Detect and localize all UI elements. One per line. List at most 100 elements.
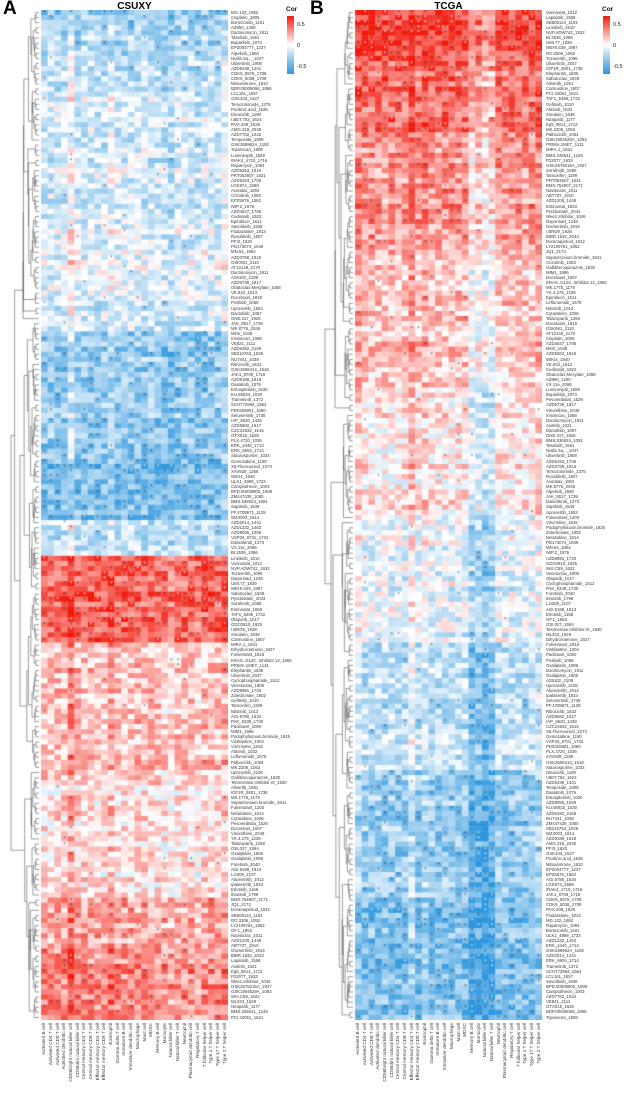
col-label: Regulatory T cell: [194, 1023, 200, 1059]
row-label: Fulvestrant_1200: [231, 805, 265, 811]
row-label: LJI308_2107: [546, 601, 571, 607]
col-label: Natural killer cell: [482, 1023, 488, 1058]
row-label: BIBR.1532_2043: [231, 953, 264, 959]
row-label: Tozasertib_1096: [546, 55, 578, 61]
row-label: Wnt.C59_1622: [546, 565, 575, 571]
row-label: PRIMA.1MET_1131: [231, 662, 269, 668]
row-label: GDC0810_1925: [231, 621, 263, 627]
col-label: Activated B cell: [355, 1023, 361, 1056]
row-label: VX.11e_2096: [231, 545, 257, 551]
row-label: PRIMA.1MET_1131: [546, 142, 584, 148]
row-label: Fulvestrant_1816: [231, 652, 265, 658]
col-label: Type 17 T helper cell: [214, 1023, 220, 1067]
row-label: BMS.345541_1249: [546, 152, 583, 158]
row-label: Foretinib_2040: [231, 861, 260, 867]
row-label: Mitoxantrone_1810: [231, 81, 268, 87]
row-label: Irinotecan_1088: [231, 336, 262, 342]
row-label: MG.132_1862: [546, 917, 574, 923]
col-label: Natural killer T cell: [488, 1023, 494, 1062]
row-label: GSK2606414_1618: [546, 759, 584, 765]
col-label: Activated dendritic cell: [61, 1023, 67, 1070]
row-label: TAF1_5496_1732: [546, 96, 581, 102]
row-label: Podophyllotoxin.bromide_1825: [231, 734, 291, 740]
row-label: Foretinib_2040: [546, 591, 575, 597]
row-label: Bortezomib_1191: [231, 19, 265, 25]
row-label: Talazoparib_1259: [231, 841, 265, 847]
row-label: Sepantronium.bromide_1941: [546, 254, 602, 260]
row-label: NVP.ADW742_1932: [546, 30, 585, 36]
panel-a-heatmap-canvas: [8, 10, 228, 1020]
row-label: GSK343_1627: [546, 851, 575, 857]
row-label: MG.132_1862: [231, 9, 259, 15]
row-label: AGI.5198_1913: [231, 866, 262, 872]
row-label: Alisertib_1051: [231, 785, 259, 791]
row-label: Dactinomycin_1911: [231, 269, 269, 275]
col-label: T follicular helper cell: [515, 1023, 521, 1067]
row-label: AZD5438_1401: [546, 779, 577, 785]
row-label: OF.1_1853: [231, 927, 253, 933]
row-label: AZD5153_1706: [546, 458, 577, 464]
row-label: AZD3759_1915: [231, 254, 262, 260]
row-label: Axitinib_1021: [546, 422, 572, 428]
row-label: Buparlisib_1873: [546, 392, 577, 398]
row-label: AZD5991_1720: [546, 555, 577, 561]
row-label: SB216763_1025: [546, 825, 579, 831]
row-label: Zoledronate_1802: [546, 530, 581, 535]
col-label: Immature B cell: [435, 1023, 441, 1056]
row-label: EPZ004777_1237: [231, 45, 266, 51]
row-label: Taselisib_1561: [546, 443, 575, 449]
legend-tick-max: 0.5: [613, 22, 621, 28]
row-label: Alpelisib_1560: [546, 489, 574, 495]
row-label: Ulixertinib_2047: [546, 60, 577, 66]
col-label: Gamma delta T cell: [114, 1023, 120, 1064]
row-label: LGK974_1598: [231, 183, 259, 189]
row-label: JQ1_2172: [231, 902, 251, 908]
col-label: MDSC: [148, 1023, 154, 1037]
row-label: PF.4708671_1129: [546, 703, 581, 709]
row-label: Ruxolitinib_1507: [546, 473, 578, 479]
col-label: Mast cell: [141, 1023, 147, 1042]
row-label: Dactinomycin_1911: [546, 667, 584, 673]
row-label: Entinostat_1593: [546, 203, 578, 209]
row-label: Epirubicin_1511: [231, 218, 262, 224]
row-label: AZD6482_2169: [546, 810, 577, 816]
row-label: CDK9_5576_1708: [231, 70, 267, 76]
row-label: PRT062607_1631: [546, 178, 581, 184]
col-label: Type 1 T helper cell: [522, 1023, 528, 1064]
row-label: VE.822_1613: [546, 361, 573, 367]
row-label: PD0325901_1060: [546, 744, 581, 750]
row-label: Temozolomide_1375: [231, 101, 271, 107]
col-label: Eosinophil: [108, 1023, 114, 1045]
panel-b-letter: B: [310, 0, 324, 19]
row-label: AZD2014_1441: [546, 953, 577, 959]
row-label: CZC24832_1615: [546, 723, 579, 729]
row-label: ULK1_4989_1733: [546, 932, 581, 938]
row-label: Picolinic.acid_1635: [231, 106, 268, 112]
row-label: Venetoclax_1909: [231, 683, 264, 689]
row-label: BPD.00008900_1998: [546, 983, 588, 989]
row-label: Linsitinib_1510: [231, 555, 260, 561]
row-label: Alpelisib_1560: [231, 50, 259, 56]
row-label: Temozolomide_1375: [546, 468, 586, 474]
row-label: YK.4.279_1239: [231, 836, 261, 842]
row-label: ERK_6604_1714: [231, 448, 264, 454]
row-label: WZ4003_1614: [546, 830, 575, 836]
row-label: Telomerase.Inhibitor.IX_1930: [231, 779, 287, 785]
row-label: PD173074_1049: [231, 244, 264, 250]
row-label: SB505124_1194: [546, 19, 578, 25]
row-label: PLX.4720_1036: [231, 438, 262, 444]
legend-colorbar: [287, 16, 294, 74]
col-label: Neutrophil: [181, 1023, 187, 1045]
row-label: VSP34_8731_1734: [546, 739, 584, 745]
row-label: Acetalax_1804: [546, 478, 575, 484]
col-label: Central memory CD8 T cell: [88, 1023, 94, 1080]
col-label: T follicular helper cell: [201, 1023, 207, 1067]
row-label: Crizotinib_1083: [231, 193, 261, 199]
row-label: Dactolisib_1057: [231, 310, 262, 316]
row-label: GDC0810_1925: [546, 560, 578, 566]
row-label: BIBR.1532_2043: [546, 234, 579, 240]
row-label: AZD5363_1916: [231, 167, 262, 173]
row-label: XAV939_1268: [546, 754, 574, 760]
row-label: Ipatasertib_1924: [546, 693, 579, 699]
col-label: Activated dendritic cell: [375, 1023, 381, 1070]
